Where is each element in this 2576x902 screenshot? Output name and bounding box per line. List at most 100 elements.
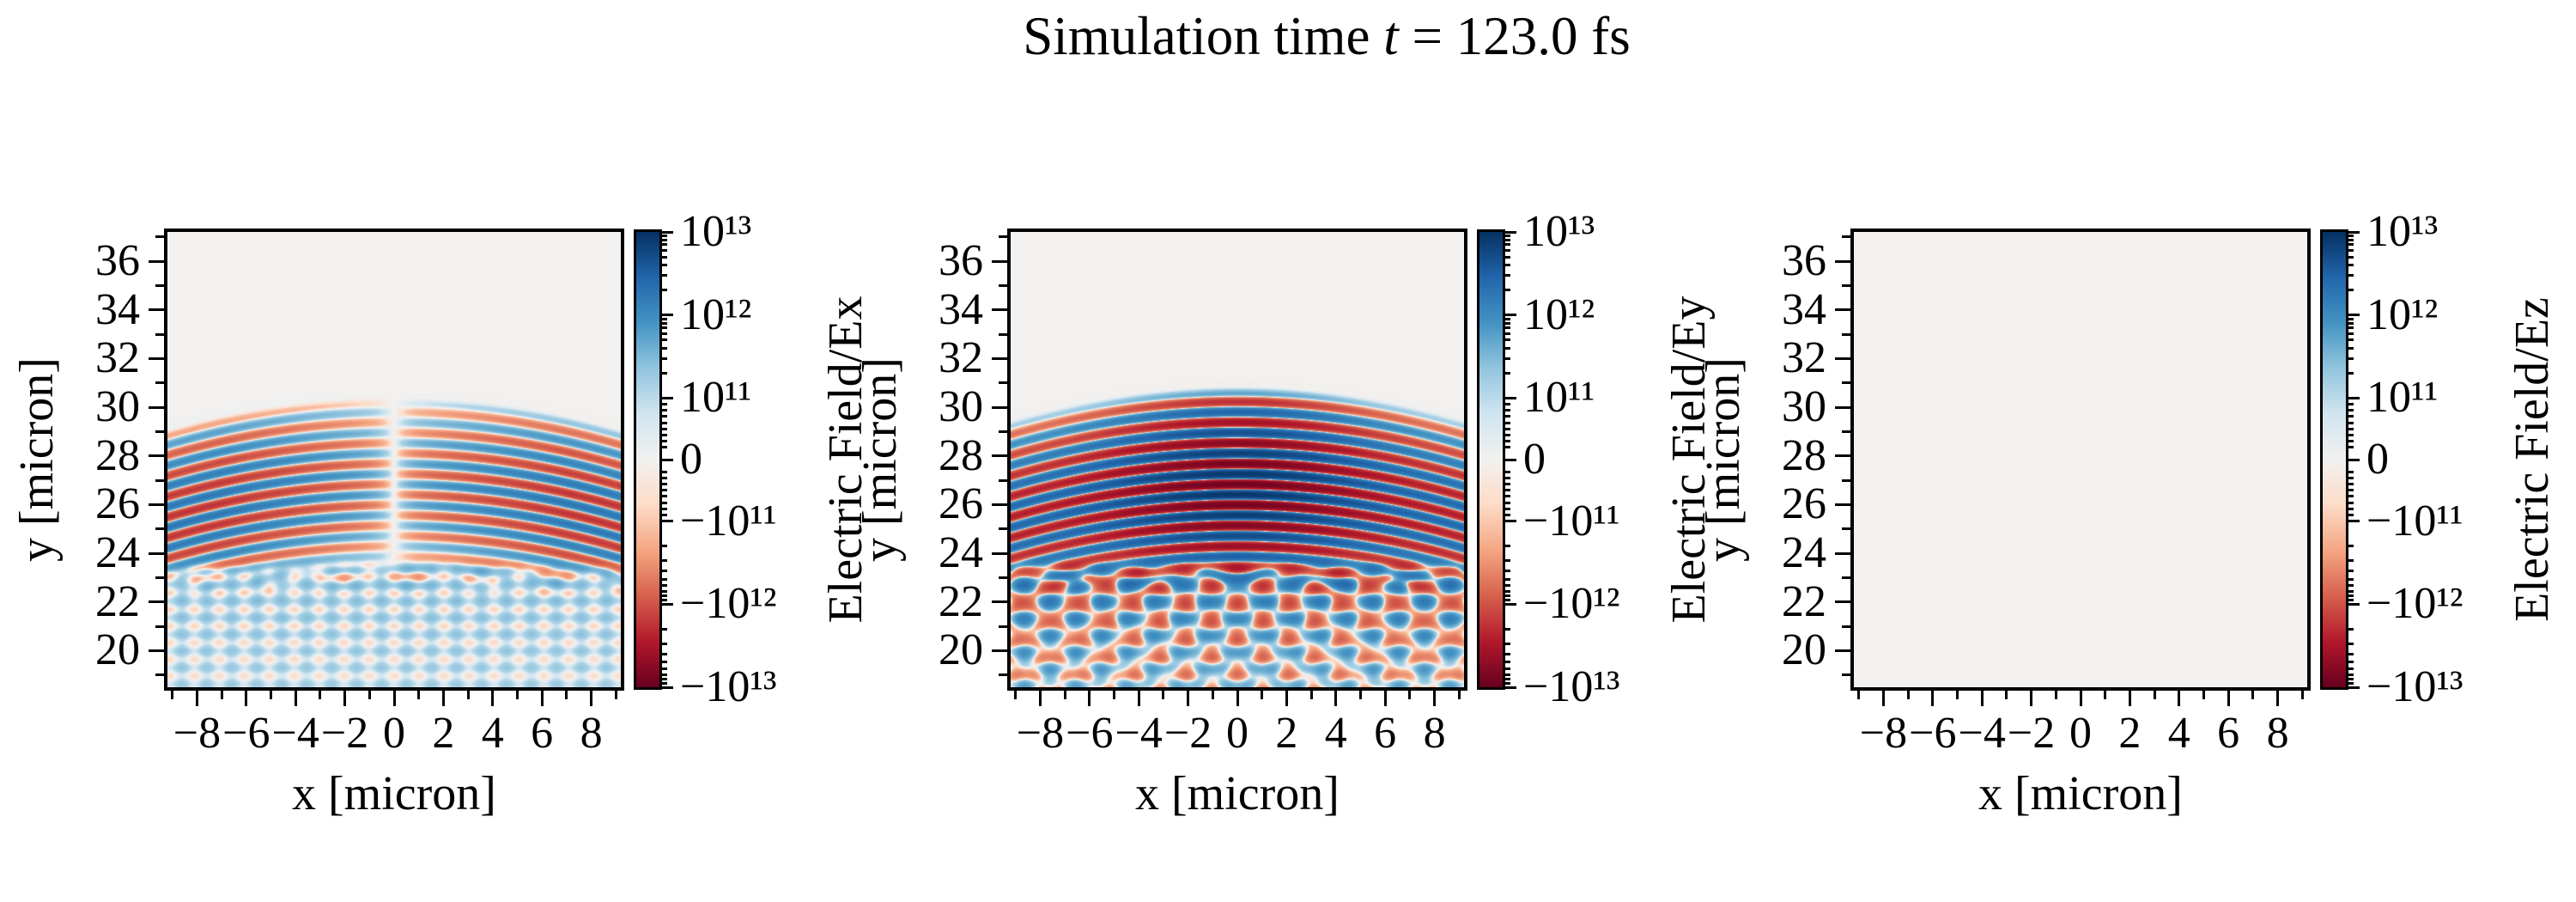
- colorbar: [2320, 229, 2348, 690]
- colorbar-tick-label: 10¹¹: [2366, 373, 2439, 423]
- colorbar-tick-label: 0: [1523, 435, 1546, 484]
- x-major-tick: [195, 691, 198, 706]
- colorbar-minor-tick: [659, 243, 667, 247]
- x-axis-label: x [micron]: [1978, 767, 2183, 820]
- colorbar-minor-tick: [659, 433, 667, 436]
- colorbar-minor-tick: [2346, 427, 2354, 430]
- colorbar-minor-tick: [1503, 678, 1510, 681]
- colorbar-minor-tick: [1503, 415, 1510, 418]
- colorbar-minor-tick: [659, 673, 667, 676]
- x-major-tick: [2276, 691, 2280, 706]
- y-tick-label: 24: [1782, 528, 1826, 578]
- y-major-tick: [1835, 308, 1850, 312]
- y-axis-label: y [micron]: [854, 357, 907, 562]
- colorbar-minor-tick: [1503, 627, 1510, 631]
- x-major-tick: [491, 691, 495, 706]
- y-major-tick: [149, 600, 164, 604]
- y-major-tick: [992, 503, 1007, 506]
- x-tick-label: −2: [2007, 709, 2056, 758]
- colorbar-minor-tick: [659, 427, 667, 430]
- colorbar-minor-tick: [659, 238, 667, 241]
- colorbar-major-tick: [659, 314, 673, 317]
- y-minor-tick: [155, 625, 164, 628]
- x-tick-label: 2: [2118, 709, 2142, 758]
- x-major-tick: [1334, 691, 1338, 706]
- colorbar-minor-tick: [2346, 317, 2354, 320]
- y-minor-tick: [155, 381, 164, 385]
- colorbar-minor-tick: [659, 317, 667, 320]
- colorbar-minor-tick: [659, 483, 667, 486]
- colorbar-minor-tick: [2346, 371, 2354, 375]
- x-tick-label: −8: [173, 709, 222, 758]
- colorbar: [634, 229, 662, 690]
- colorbar-major-tick: [2346, 314, 2360, 317]
- colorbar-tick-label: −10¹²: [680, 579, 777, 629]
- y-major-tick: [1835, 600, 1850, 604]
- colorbar-tick-label: 10¹¹: [680, 373, 752, 423]
- colorbar-minor-tick: [1503, 326, 1510, 330]
- colorbar-minor-tick: [659, 667, 667, 671]
- colorbar-tick-label: −10¹¹: [680, 496, 777, 545]
- colorbar-major-tick: [1503, 520, 1516, 523]
- x-major-tick: [1285, 691, 1288, 706]
- colorbar-major-tick: [2346, 230, 2360, 234]
- x-tick-label: −2: [1163, 709, 1212, 758]
- x-minor-tick: [1211, 691, 1214, 699]
- colorbar-major-tick: [659, 230, 673, 234]
- colorbar-tick-label: −10¹³: [1523, 662, 1620, 711]
- colorbar-minor-tick: [659, 507, 667, 510]
- colorbar-minor-tick: [1503, 427, 1510, 430]
- y-tick-label: 20: [95, 625, 140, 675]
- y-tick-label: 30: [1782, 382, 1826, 432]
- colorbar-minor-tick: [1503, 403, 1510, 406]
- x-minor-tick: [1358, 691, 1362, 699]
- title-suffix: = 123.0 fs: [1398, 6, 1631, 66]
- colorbar-minor-tick: [1503, 317, 1510, 320]
- colorbar-minor-tick: [1503, 421, 1510, 424]
- y-tick-label: 34: [1782, 284, 1826, 334]
- x-major-tick: [2079, 691, 2082, 706]
- y-minor-tick: [1842, 430, 1850, 433]
- ey-heatmap: [1011, 232, 1464, 687]
- colorbar-minor-tick: [2346, 248, 2354, 252]
- y-tick-label: 20: [939, 625, 983, 675]
- colorbar-minor-tick: [2346, 289, 2354, 292]
- colorbar-minor-tick: [659, 589, 667, 593]
- y-tick-label: 26: [939, 479, 983, 529]
- x-major-tick: [441, 691, 445, 706]
- y-minor-tick: [1842, 625, 1850, 628]
- colorbar-minor-tick: [2346, 403, 2354, 406]
- x-tick-label: −6: [1909, 709, 1957, 758]
- colorbar-major-tick: [2346, 686, 2360, 689]
- colorbar-minor-tick: [1503, 321, 1510, 325]
- colorbar-minor-tick: [1503, 274, 1510, 277]
- colorbar-minor-tick: [1503, 667, 1510, 671]
- colorbar-minor-tick: [2346, 513, 2354, 516]
- colorbar-minor-tick: [659, 274, 667, 277]
- y-tick-label: 32: [939, 333, 983, 383]
- colorbar-major-tick: [2346, 602, 2360, 606]
- colorbar-minor-tick: [659, 501, 667, 504]
- colorbar-minor-tick: [2346, 682, 2354, 686]
- x-tick-label: −4: [1115, 709, 1163, 758]
- x-major-tick: [1187, 691, 1190, 706]
- y-minor-tick: [1842, 478, 1850, 482]
- x-minor-tick: [2202, 691, 2205, 699]
- colorbar-minor-tick: [1503, 263, 1510, 266]
- figure-title: Simulation time t = 123.0 fs: [77, 5, 2576, 68]
- y-major-tick: [149, 405, 164, 409]
- colorbar-minor-tick: [1503, 433, 1510, 436]
- x-minor-tick: [1063, 691, 1066, 699]
- colorbar-minor-tick: [2346, 263, 2354, 266]
- colorbar-minor-tick: [1503, 673, 1510, 676]
- x-major-tick: [2128, 691, 2131, 706]
- colorbar-major-tick: [659, 396, 673, 399]
- colorbar-major-tick: [1503, 230, 1516, 234]
- colorbar-minor-tick: [659, 289, 667, 292]
- colorbar-tick-label: 10¹³: [680, 207, 752, 256]
- colorbar-minor-tick: [659, 321, 667, 325]
- x-major-tick: [2178, 691, 2181, 706]
- colorbar-minor-tick: [659, 338, 667, 342]
- x-tick-label: 8: [2266, 709, 2289, 758]
- colorbar-major-tick: [659, 602, 673, 606]
